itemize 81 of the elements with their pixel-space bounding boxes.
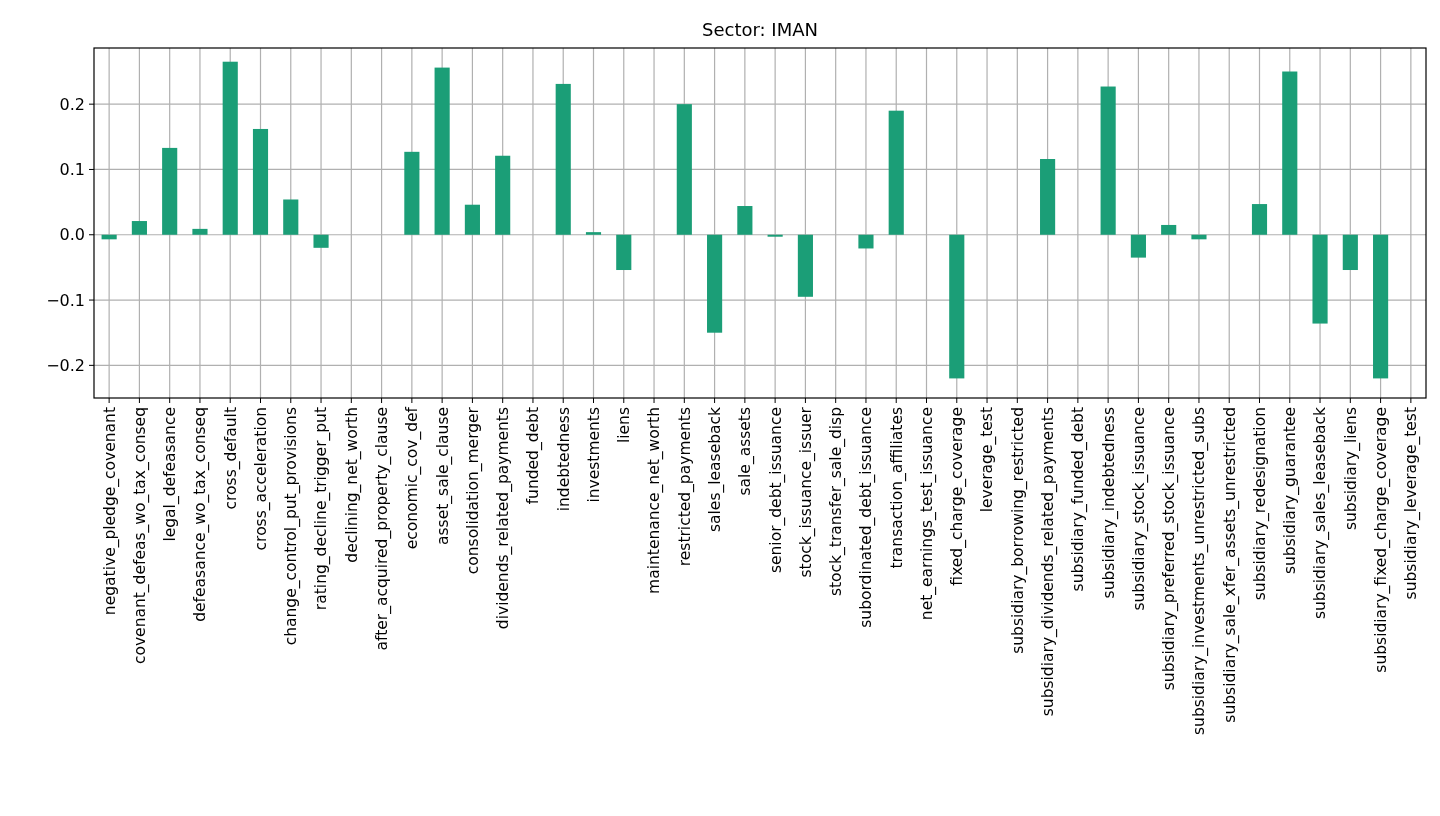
x-tick-label: cross_default bbox=[221, 407, 241, 510]
x-tick-label: subsidiary_fixed_charge_coverage bbox=[1372, 407, 1392, 673]
x-tick-label: subsidiary_preferred_stock_issuance bbox=[1160, 407, 1180, 691]
x-tick-label: liens bbox=[615, 407, 634, 444]
x-tick-label: subordinated_debt_issuance bbox=[857, 407, 877, 628]
x-tick-label: after_acquired_property_clause bbox=[373, 407, 393, 651]
bar bbox=[464, 204, 480, 235]
x-tick-label: subsidiary_indebtedness bbox=[1099, 407, 1119, 599]
bar bbox=[1342, 234, 1358, 271]
bar bbox=[555, 83, 571, 235]
x-tick-label: subsidiary_sale_xfer_assets_unrestricted bbox=[1220, 407, 1240, 723]
bar bbox=[1373, 234, 1389, 379]
bar bbox=[616, 234, 632, 271]
x-tick-label: indebtedness bbox=[554, 407, 573, 512]
bar bbox=[949, 234, 965, 379]
x-tick-label: rating_decline_trigger_put bbox=[312, 407, 332, 611]
bar bbox=[1191, 234, 1207, 240]
bar bbox=[1251, 204, 1268, 235]
bar bbox=[434, 67, 450, 235]
x-tick-label: subsidiary_investments_unrestricted_subs bbox=[1190, 407, 1210, 735]
bar bbox=[313, 234, 329, 248]
x-tick-label: covenant_defeas_wo_tax_conseq bbox=[130, 407, 150, 665]
y-tick-label: 0.2 bbox=[59, 94, 85, 114]
x-tick-label: fixed_charge_coverage bbox=[948, 407, 968, 586]
x-tick-label: negative_pledge_covenant bbox=[100, 407, 120, 616]
x-tick-label: net_earnings_test_issuance bbox=[917, 407, 937, 621]
x-tick-label: subsidiary_dividends_related_payments bbox=[1039, 407, 1059, 717]
bar bbox=[252, 128, 269, 235]
bar bbox=[1100, 86, 1116, 235]
bar bbox=[1282, 71, 1298, 235]
x-tick-label: declining_net_worth bbox=[342, 407, 362, 563]
x-tick-label: subsidiary_sales_leaseback bbox=[1311, 406, 1331, 620]
x-tick-label: consolidation_merger bbox=[463, 406, 483, 575]
x-tick-label: sale_assets bbox=[736, 407, 756, 496]
x-tick-label: stock_issuance_issuer bbox=[796, 406, 816, 578]
bar bbox=[1312, 234, 1328, 324]
bar bbox=[192, 228, 208, 235]
bar bbox=[1130, 234, 1146, 258]
bar bbox=[404, 151, 420, 235]
bar bbox=[858, 234, 874, 249]
x-tick-label: maintenance_net_worth bbox=[645, 407, 665, 594]
x-tick-label: dividends_related_payments bbox=[494, 407, 514, 630]
x-tick-label: cross_acceleration bbox=[251, 407, 271, 551]
x-tick-label: investments bbox=[584, 407, 603, 503]
bar bbox=[162, 147, 178, 235]
y-tick-label: 0.0 bbox=[59, 225, 85, 245]
y-tick-label: 0.1 bbox=[59, 160, 85, 180]
bar bbox=[1040, 159, 1056, 235]
bar bbox=[222, 61, 238, 235]
x-tick-label: subsidiary_guarantee bbox=[1281, 407, 1301, 575]
x-tick-label: subsidiary_redesignation bbox=[1250, 407, 1270, 601]
bar bbox=[797, 234, 813, 297]
bar bbox=[283, 199, 299, 235]
x-tick-label: change_control_put_provisions bbox=[282, 407, 302, 646]
x-tick-label: subsidiary_liens bbox=[1341, 407, 1361, 531]
x-tick-label: defeasance_wo_tax_conseq bbox=[191, 407, 211, 622]
chart-title: Sector: IMAN bbox=[702, 19, 818, 40]
x-tick-label: restricted_payments bbox=[675, 407, 695, 567]
y-tick-label: −0.2 bbox=[46, 355, 85, 375]
x-tick-label: legal_defeasance bbox=[161, 407, 181, 542]
x-tick-label: senior_debt_issuance bbox=[766, 407, 786, 574]
bar bbox=[495, 155, 511, 235]
bar bbox=[585, 232, 602, 235]
bar bbox=[737, 206, 753, 235]
bar bbox=[131, 221, 147, 235]
bar bbox=[1161, 224, 1177, 235]
bar bbox=[676, 104, 692, 235]
x-tick-label: subsidiary_leverage_test bbox=[1402, 407, 1422, 600]
x-tick-label: asset_sale_clause bbox=[433, 407, 453, 545]
x-tick-label: subsidiary_funded_debt bbox=[1069, 407, 1089, 592]
x-tick-label: subsidiary_stock_issuance bbox=[1129, 407, 1149, 611]
x-tick-label: sales_leaseback bbox=[706, 406, 726, 533]
x-tick-label: funded_debt bbox=[524, 407, 544, 505]
x-tick-label: stock_transfer_sale_disp bbox=[827, 407, 847, 597]
x-tick-label: economic_cov_def bbox=[403, 406, 423, 550]
y-tick-label: −0.1 bbox=[46, 290, 85, 310]
x-tick-label: leverage_test bbox=[978, 407, 998, 513]
x-tick-label: transaction_affiliates bbox=[887, 407, 907, 569]
bar bbox=[888, 110, 904, 235]
bar bbox=[707, 234, 723, 333]
x-tick-label: subsidiary_borrowing_restricted bbox=[1008, 407, 1028, 654]
